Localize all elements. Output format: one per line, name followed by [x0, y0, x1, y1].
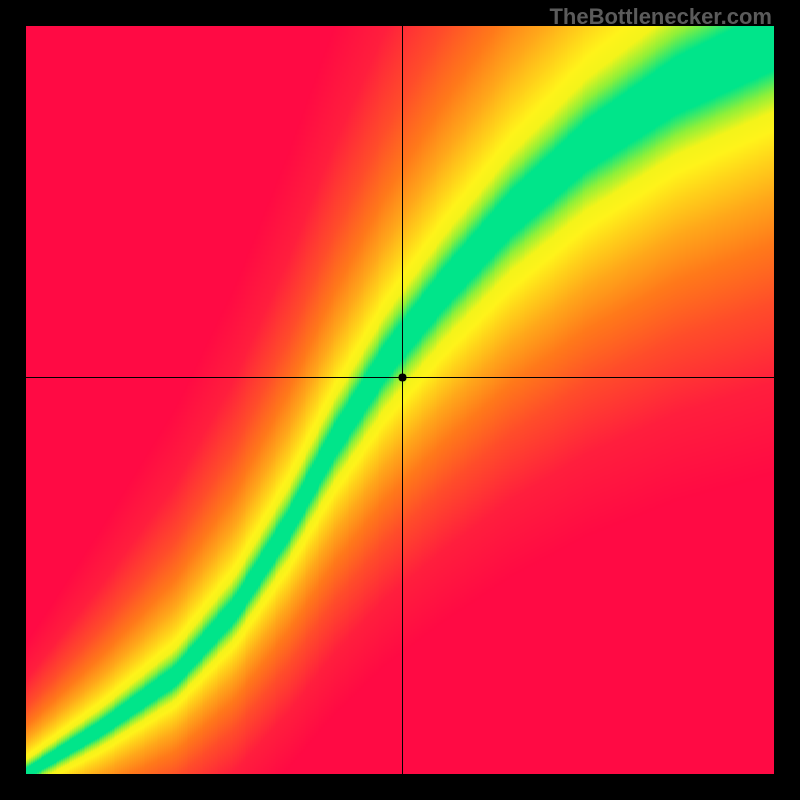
chart-container: TheBottlenecker.com: [0, 0, 800, 800]
bottleneck-heatmap: [26, 26, 774, 774]
